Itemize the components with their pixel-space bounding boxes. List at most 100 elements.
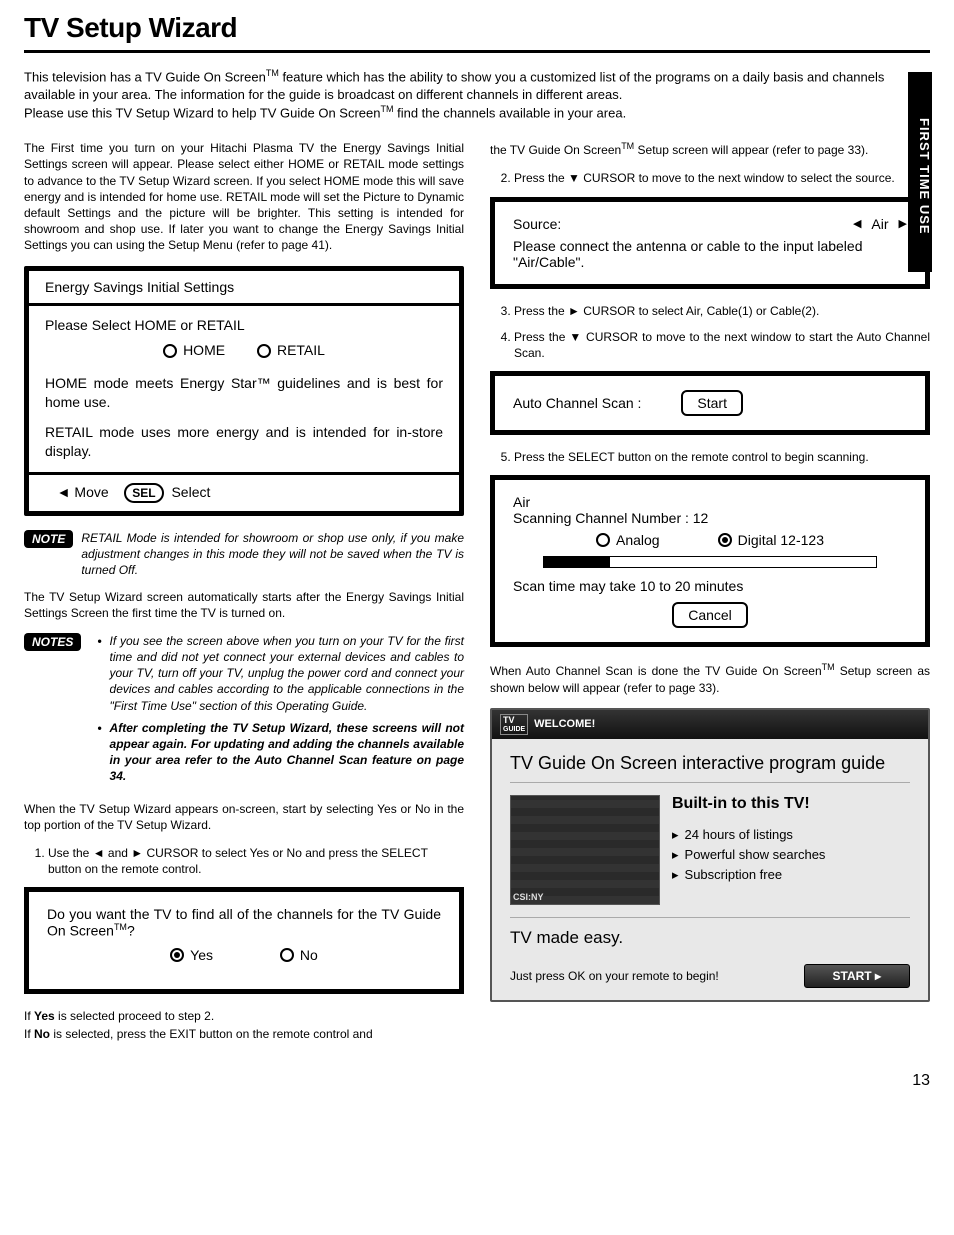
yes-radio[interactable]: Yes <box>170 947 213 963</box>
feature-2: Powerful show searches <box>685 847 826 863</box>
welcome-label: WELCOME! <box>534 718 595 730</box>
digital-radio[interactable]: Digital 12-123 <box>718 532 824 548</box>
side-tab: FIRST TIME USE <box>908 72 932 272</box>
source-label: Source: <box>513 216 561 232</box>
radio-icon <box>163 344 177 358</box>
source-box: Source: ◀ Air ▶ Please connect the anten… <box>490 197 930 289</box>
right-column: the TV Guide On ScreenTM Setup screen wi… <box>490 140 930 1054</box>
no-label: No <box>300 947 318 963</box>
notes-list: •If you see the screen above when you tu… <box>89 633 464 791</box>
analog-radio[interactable]: Analog <box>596 532 660 548</box>
scan-channel: Scanning Channel Number : 12 <box>513 510 907 526</box>
source-hint: Please connect the antenna or cable to t… <box>513 238 907 270</box>
arrow-left-icon: ◀ <box>853 217 861 230</box>
cancel-button[interactable]: Cancel <box>672 602 748 628</box>
thumb-label: CSI:NY <box>513 892 544 902</box>
if-no: If No is selected, press the EXIT button… <box>24 1026 464 1042</box>
bullet-icon: • <box>97 633 101 714</box>
note-text-1: RETAIL Mode is intended for showroom or … <box>81 530 464 579</box>
after-scan: When Auto Channel Scan is done the TV Gu… <box>490 661 930 695</box>
intro-text-2b: find the channels available in your area… <box>393 106 626 121</box>
find-prompt-b: ? <box>127 923 135 939</box>
autoscan-label: Auto Channel Scan : <box>513 395 641 411</box>
tvguide-logo-icon: TVGUIDE <box>500 714 528 735</box>
steps-left: Use the ◄ and ► CURSOR to select Yes or … <box>24 845 464 877</box>
triangle-icon: ▸ <box>672 867 679 883</box>
scanning-box: Air Scanning Channel Number : 12 Analog … <box>490 475 930 647</box>
energy-header: Energy Savings Initial Settings <box>29 271 459 306</box>
tvguide-thumbnail: CSI:NY <box>510 795 660 905</box>
home-radio[interactable]: HOME <box>163 341 225 361</box>
radio-icon <box>718 533 732 547</box>
right-cont: the TV Guide On ScreenTM Setup screen wi… <box>490 140 930 158</box>
step-5: Press the SELECT button on the remote co… <box>514 449 930 465</box>
press-ok-label: Just press OK on your remote to begin! <box>510 969 719 983</box>
triangle-icon: ▸ <box>672 847 679 863</box>
bullet-icon: • <box>97 720 101 785</box>
page-number: 13 <box>24 1072 930 1090</box>
feature-1: 24 hours of listings <box>685 827 793 843</box>
cont-a: the TV Guide On Screen <box>490 143 621 157</box>
yes-label: Yes <box>190 947 213 963</box>
no-radio[interactable]: No <box>280 947 318 963</box>
tm-mark: TM <box>822 662 835 672</box>
left-para-3: When the TV Setup Wizard appears on-scre… <box>24 801 464 833</box>
home-desc: HOME mode meets Energy Star™ guidelines … <box>45 374 443 413</box>
retail-desc: RETAIL mode uses more energy and is inte… <box>45 423 443 462</box>
step-2: Press the ▼ CURSOR to move to the next w… <box>514 170 930 186</box>
radio-icon <box>170 948 184 962</box>
triangle-icon: ▸ <box>672 827 679 843</box>
tvguide-start-button[interactable]: START ▸ <box>804 964 910 988</box>
notes-bullet-1: If you see the screen above when you tur… <box>110 633 464 714</box>
find-prompt-a: Do you want the TV to find all of the ch… <box>47 906 441 939</box>
note-block-1: NOTE RETAIL Mode is intended for showroo… <box>24 530 464 579</box>
arrow-right-icon: ▶ <box>899 217 907 230</box>
tvguide-header: TVGUIDE WELCOME! <box>492 710 928 739</box>
intro-paragraph: This television has a TV Guide On Screen… <box>24 67 930 122</box>
energy-body: Please Select HOME or RETAIL HOME RETAIL… <box>29 306 459 472</box>
step-3: Press the ► CURSOR to select Air, Cable(… <box>514 303 930 319</box>
tm-mark: TM <box>266 68 279 78</box>
tm-mark: TM <box>621 141 634 151</box>
tv-made-easy: TV made easy. <box>510 918 910 954</box>
start-button[interactable]: Start <box>681 390 743 416</box>
tvguide-panel: TVGUIDE WELCOME! TV Guide On Screen inte… <box>490 708 930 1002</box>
left-para-2: The TV Setup Wizard screen automatically… <box>24 589 464 621</box>
cont-b: Setup screen will appear (refer to page … <box>634 143 868 157</box>
notes-badge: NOTES <box>24 633 81 651</box>
select-label: Select <box>171 484 210 500</box>
sel-pill: SEL <box>124 483 163 503</box>
radio-icon <box>257 344 271 358</box>
digital-label: Digital 12-123 <box>738 532 824 548</box>
intro-text-1: This television has a TV Guide On Screen <box>24 69 266 84</box>
notes-bullet-2: After completing the TV Setup Wizard, th… <box>110 720 464 785</box>
source-selector[interactable]: ◀ Air ▶ <box>853 216 907 232</box>
energy-prompt: Please Select HOME or RETAIL <box>45 316 443 336</box>
scan-source: Air <box>513 494 907 510</box>
left-column: The First time you turn on your Hitachi … <box>24 140 464 1054</box>
after-scan-a: When Auto Channel Scan is done the TV Gu… <box>490 664 822 678</box>
steps-right-3: Press the ► CURSOR to select Air, Cable(… <box>490 303 930 362</box>
step-1: Use the ◄ and ► CURSOR to select Yes or … <box>48 845 464 877</box>
notes-block: NOTES •If you see the screen above when … <box>24 633 464 791</box>
built-in-label: Built-in to this TV! <box>672 795 910 813</box>
retail-label: RETAIL <box>277 341 325 361</box>
steps-right-2: Press the ▼ CURSOR to move to the next w… <box>490 170 930 186</box>
home-label: HOME <box>183 341 225 361</box>
tm-mark: TM <box>380 104 393 114</box>
radio-icon <box>280 948 294 962</box>
progress-fill <box>544 557 611 567</box>
energy-settings-box: Energy Savings Initial Settings Please S… <box>24 266 464 516</box>
retail-radio[interactable]: RETAIL <box>257 341 325 361</box>
page-title: TV Setup Wizard <box>24 12 930 53</box>
find-channels-box: Do you want the TV to find all of the ch… <box>24 887 464 994</box>
left-para-1: The First time you turn on your Hitachi … <box>24 140 464 253</box>
move-label: ◄ Move <box>57 484 109 500</box>
step-4: Press the ▼ CURSOR to move to the next w… <box>514 329 930 361</box>
if-yes: If Yes is selected proceed to step 2. <box>24 1008 464 1024</box>
radio-icon <box>596 533 610 547</box>
tvguide-title: TV Guide On Screen interactive program g… <box>510 753 910 783</box>
analog-label: Analog <box>616 532 660 548</box>
scan-time-note: Scan time may take 10 to 20 minutes <box>513 578 907 594</box>
tm-mark: TM <box>114 922 127 932</box>
